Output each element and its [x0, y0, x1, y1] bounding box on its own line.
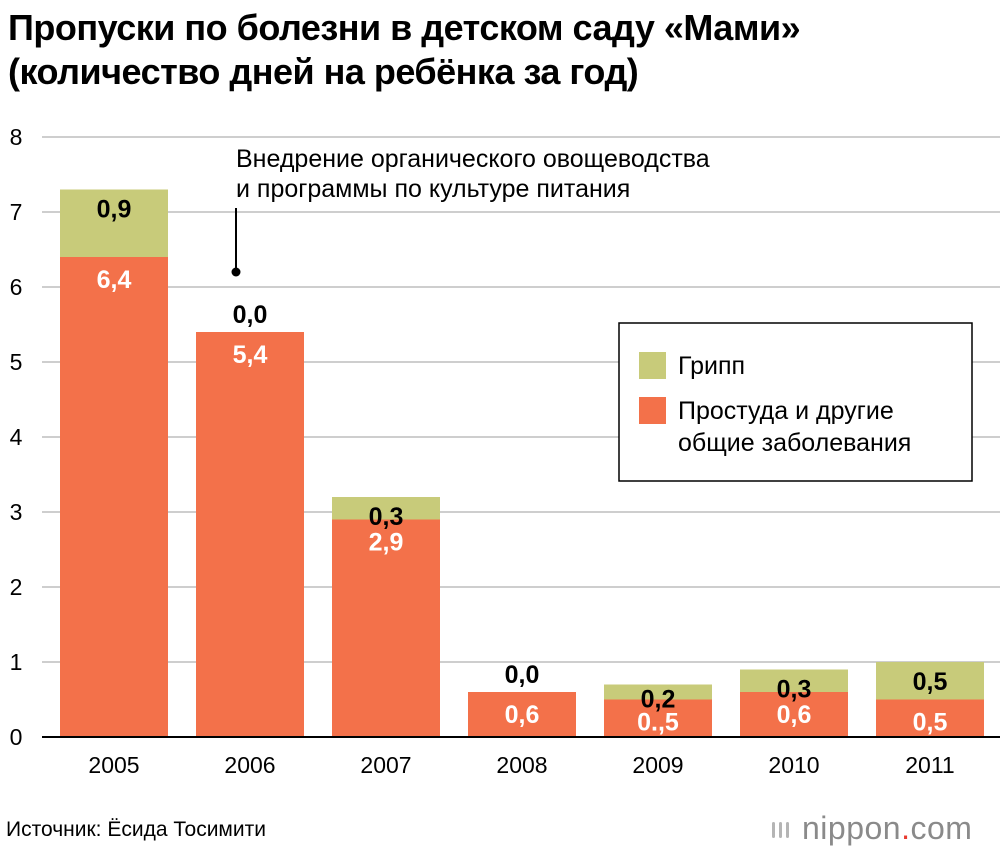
data-label-flu-2005: 0,9	[97, 196, 132, 224]
y-tick-label-6: 6	[10, 274, 23, 300]
x-tick-label-2009: 2009	[632, 752, 683, 778]
chart-title: Пропуски по болезни в детском саду «Мами…	[8, 6, 993, 94]
data-label-cold-2008: 0,6	[505, 701, 540, 729]
data-label-cold-2011: 0,5	[913, 709, 948, 737]
legend-label-2-line-2: общие заболевания	[678, 429, 911, 457]
x-tick-label-2006: 2006	[224, 752, 275, 778]
y-tick-label-4: 4	[10, 424, 23, 450]
annotation-dot	[231, 267, 241, 277]
legend-label-2-line-1: Простуда и другие	[678, 397, 894, 425]
data-label-cold-2007: 2,9	[369, 529, 404, 557]
data-label-flu-2008: 0,0	[505, 661, 540, 689]
y-tick-label-7: 7	[10, 199, 23, 225]
y-tick-label-8: 8	[10, 124, 23, 150]
data-label-cold-2009: 0.,5	[637, 709, 679, 737]
legend-label-1-line-1: Грипп	[678, 352, 745, 380]
data-label-flu-2006: 0,0	[233, 301, 268, 329]
x-tick-label-2008: 2008	[496, 752, 547, 778]
y-tick-label-5: 5	[10, 349, 23, 375]
chart-title-line-2: (количество дней на ребёнка за год)	[8, 51, 639, 92]
x-tick-label-2007: 2007	[360, 752, 411, 778]
bar-cold-2007	[332, 519, 440, 737]
y-axis-ticks: 0 1 2 3 4 5 6 7 8	[10, 124, 23, 750]
legend-box	[618, 322, 973, 482]
data-label-cold-2010: 0,6	[777, 701, 812, 729]
legend-swatch-2	[639, 397, 666, 424]
data-label-cold-2005: 6,4	[97, 266, 132, 294]
bar-flu-2007	[332, 497, 440, 520]
bars	[60, 189, 984, 737]
bar-flu-2005	[60, 189, 168, 257]
data-label-flu-2011: 0,5	[913, 668, 948, 696]
bar-cold-2010	[740, 692, 848, 737]
bar-cold-2011	[876, 699, 984, 737]
bar-flu-2009	[604, 684, 712, 700]
data-label-flu-2007: 0,3	[369, 503, 404, 531]
y-tick-label-1: 1	[10, 649, 23, 675]
bar-cold-2009	[604, 699, 712, 737]
bar-cold-2008	[468, 692, 576, 737]
source-note: Источник: Ёсида Тосимити	[6, 818, 266, 841]
chart-title-line-1: Пропуски по болезни в детском саду «Мами…	[8, 7, 801, 48]
bar-flu-2010	[740, 669, 848, 692]
y-tick-label-3: 3	[10, 499, 23, 525]
bar-flu-2011	[876, 662, 984, 700]
legend: Грипп Простуда и другие общие заболевания	[618, 322, 973, 482]
data-label-flu-2009: 0,2	[641, 686, 676, 714]
y-tick-label-0: 0	[10, 724, 23, 750]
y-tick-label-2: 2	[10, 574, 23, 600]
logo-wordmark: nippon.com	[802, 810, 973, 846]
bar-cold-2005	[60, 257, 168, 737]
x-tick-label-2011: 2011	[905, 752, 954, 778]
data-label-cold-2006: 5,4	[233, 341, 268, 369]
x-tick-label-2005: 2005	[88, 752, 139, 778]
data-label-flu-2010: 0,3	[777, 676, 812, 704]
x-tick-label-2010: 2010	[768, 752, 819, 778]
data-labels: 6,40,920055,40,020062,90,320070,60,02008…	[88, 196, 954, 779]
legend-swatch-1	[639, 352, 666, 379]
bar-cold-2006	[196, 332, 304, 737]
annotation-text-line-1: Внедрение органического овощеводства	[236, 145, 710, 173]
annotation-text-line-2: и программы по культуре питания	[236, 175, 630, 203]
